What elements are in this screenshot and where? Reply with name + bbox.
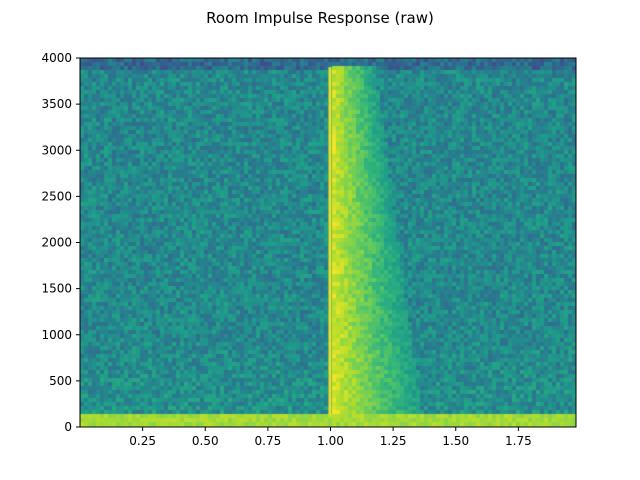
x-tick-label: 0.50	[192, 434, 219, 448]
x-tick-label: 1.00	[317, 434, 344, 448]
spectrogram-image	[80, 58, 576, 427]
y-tick-label: 0	[64, 420, 72, 434]
x-tick-label: 0.75	[255, 434, 282, 448]
chart-title: Room Impulse Response (raw)	[206, 9, 434, 27]
x-tick-label: 1.25	[380, 434, 407, 448]
y-tick-label: 3500	[41, 97, 72, 111]
x-tick-label: 1.75	[505, 434, 532, 448]
y-tick-label: 2500	[41, 189, 72, 203]
y-tick-label: 1500	[41, 282, 72, 296]
axes: 0.25 0.50 0.75 1.00 1.25 1.50 1.75 0 500 1000 1500…	[41, 51, 577, 448]
x-tick-label: 1.50	[442, 434, 469, 448]
y-tick-label: 1000	[41, 328, 72, 342]
y-tick-label: 500	[49, 374, 72, 388]
y-tick-label: 3000	[41, 143, 72, 157]
y-tick-label: 2000	[41, 236, 72, 250]
spectrogram-heatmap	[80, 58, 576, 427]
y-tick-label: 4000	[41, 51, 72, 65]
x-tick-label: 0.25	[129, 434, 156, 448]
